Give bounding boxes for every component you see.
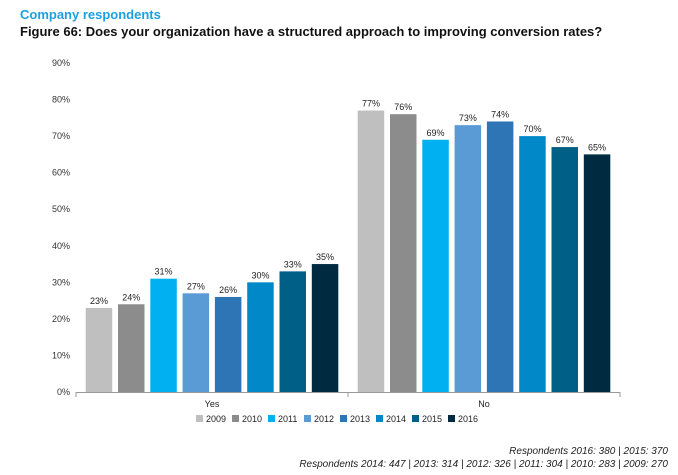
data-label: 73% xyxy=(459,113,477,123)
data-label: 33% xyxy=(284,259,302,269)
y-tick-label: 10% xyxy=(52,350,70,360)
data-label: 31% xyxy=(155,267,173,277)
legend-swatch xyxy=(304,415,311,422)
data-label: 67% xyxy=(556,135,574,145)
legend-swatch xyxy=(448,415,455,422)
bar xyxy=(519,136,546,392)
y-tick-label: 70% xyxy=(52,131,70,141)
bar xyxy=(214,296,242,392)
legend-swatch xyxy=(196,415,203,422)
data-label: 35% xyxy=(316,252,334,262)
y-tick-label: 40% xyxy=(52,241,70,251)
legend-label: 2015 xyxy=(422,414,442,424)
legend-label: 2009 xyxy=(206,414,226,424)
y-tick-label: 50% xyxy=(52,204,70,214)
y-tick-label: 0% xyxy=(57,387,70,397)
y-tick-label: 90% xyxy=(52,58,70,68)
data-label: 30% xyxy=(251,270,269,280)
bar xyxy=(454,125,482,393)
legend-label: 2012 xyxy=(314,414,334,424)
x-category-label: No xyxy=(478,399,490,409)
data-label: 23% xyxy=(90,296,108,306)
legend-label: 2011 xyxy=(278,414,297,424)
bar xyxy=(422,139,449,392)
y-tick-label: 80% xyxy=(52,95,70,105)
section-title: Company respondents xyxy=(20,7,161,22)
bar xyxy=(247,282,274,392)
y-tick-label: 60% xyxy=(52,168,70,178)
bar xyxy=(357,110,385,393)
data-label: 27% xyxy=(187,281,205,291)
x-category-label: Yes xyxy=(205,399,220,409)
y-tick-label: 20% xyxy=(52,314,70,324)
legend-label: 2016 xyxy=(458,414,478,424)
legend-label: 2010 xyxy=(242,414,262,424)
y-tick-label: 30% xyxy=(52,277,70,287)
bar xyxy=(390,114,417,392)
legend-label: 2013 xyxy=(350,414,370,424)
legend-swatch xyxy=(376,415,383,422)
data-label: 77% xyxy=(362,99,380,109)
legend-swatch xyxy=(268,415,275,422)
bar xyxy=(551,147,578,392)
legend-swatch xyxy=(412,415,419,422)
respondents-line-2: Respondents 2014: 447 | 2013: 314 | 2012… xyxy=(299,459,668,470)
data-label: 26% xyxy=(219,285,237,295)
bar xyxy=(85,307,113,392)
legend-swatch xyxy=(340,415,347,422)
bar xyxy=(118,304,145,392)
data-label: 24% xyxy=(122,292,140,302)
data-label: 65% xyxy=(588,142,606,152)
legend-label: 2014 xyxy=(386,414,406,424)
bar xyxy=(279,271,306,392)
data-label: 69% xyxy=(427,128,445,138)
respondents-line-1: Respondents 2016: 380 | 2015: 370 xyxy=(509,446,668,457)
bar xyxy=(486,121,514,392)
figure-title: Figure 66: Does your organization have a… xyxy=(20,24,603,39)
data-label: 76% xyxy=(394,102,412,112)
bar xyxy=(182,293,210,392)
bar xyxy=(150,278,177,392)
bar xyxy=(311,264,339,392)
bar-chart: 0% 10% 20% 30% 40% 50% 60% 70% 80% 90% 23% 24% 31% 27… xyxy=(52,58,621,424)
data-label: 70% xyxy=(523,124,541,134)
data-label: 74% xyxy=(491,109,509,119)
legend-swatch xyxy=(232,415,239,422)
bar xyxy=(583,154,611,392)
